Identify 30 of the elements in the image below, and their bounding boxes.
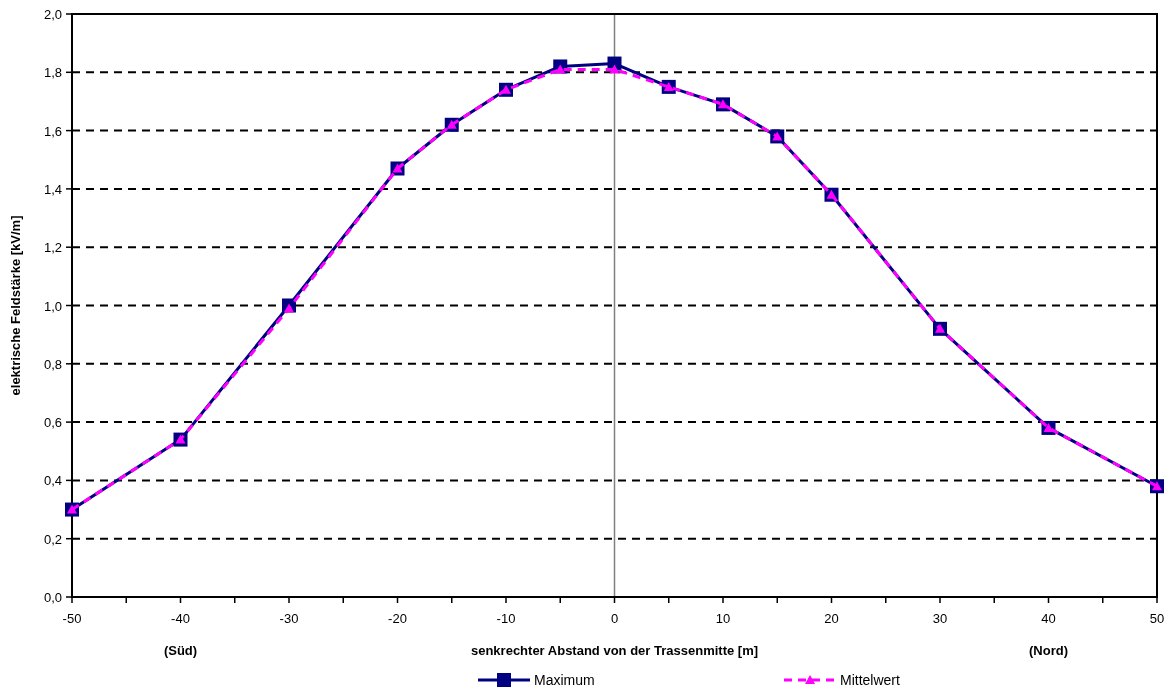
legend-label: Mittelwert [840, 672, 901, 688]
x-tick-label: -50 [62, 611, 82, 626]
point [555, 64, 566, 74]
y-tick-label: 2,0 [43, 7, 62, 22]
y-tick-label: 1,8 [43, 65, 62, 81]
y-tick-label: 1,2 [43, 240, 62, 256]
y-tick-label: 0,8 [43, 356, 62, 372]
x-tick-label: -20 [388, 611, 407, 626]
y-tick-label: 0,0 [43, 590, 62, 605]
x-tick-label: 10 [715, 611, 731, 626]
y-tick-label: 1,0 [43, 298, 62, 314]
x-tick-label: -10 [496, 611, 516, 626]
text: (Nord) [1029, 643, 1068, 658]
x-tick-label: 40 [1041, 611, 1056, 626]
y-tick-label: 1,4 [43, 181, 62, 197]
y-tick-label: 0,6 [43, 415, 62, 431]
y-tick-label: 0,2 [43, 531, 62, 547]
y-tick-label: 1,6 [43, 123, 62, 139]
x-tick-label: 30 [932, 611, 948, 626]
x-tick-label: 0 [610, 611, 619, 626]
point [609, 64, 620, 74]
legend-label: Maximum [534, 672, 595, 688]
x-tick-label: 20 [824, 611, 839, 626]
y-tick-label: 0,4 [43, 473, 62, 489]
x-tick-label: -30 [279, 611, 299, 626]
text: (Süd) [163, 643, 198, 658]
x-tick-label: -40 [171, 611, 190, 626]
y-axis-title: elektrische Feldstärke [kV/m] [8, 215, 23, 396]
x-axis-title: senkrechter Abstand von der Trassenmitte [m] [470, 643, 759, 658]
x-tick-label: 50 [1149, 611, 1165, 626]
